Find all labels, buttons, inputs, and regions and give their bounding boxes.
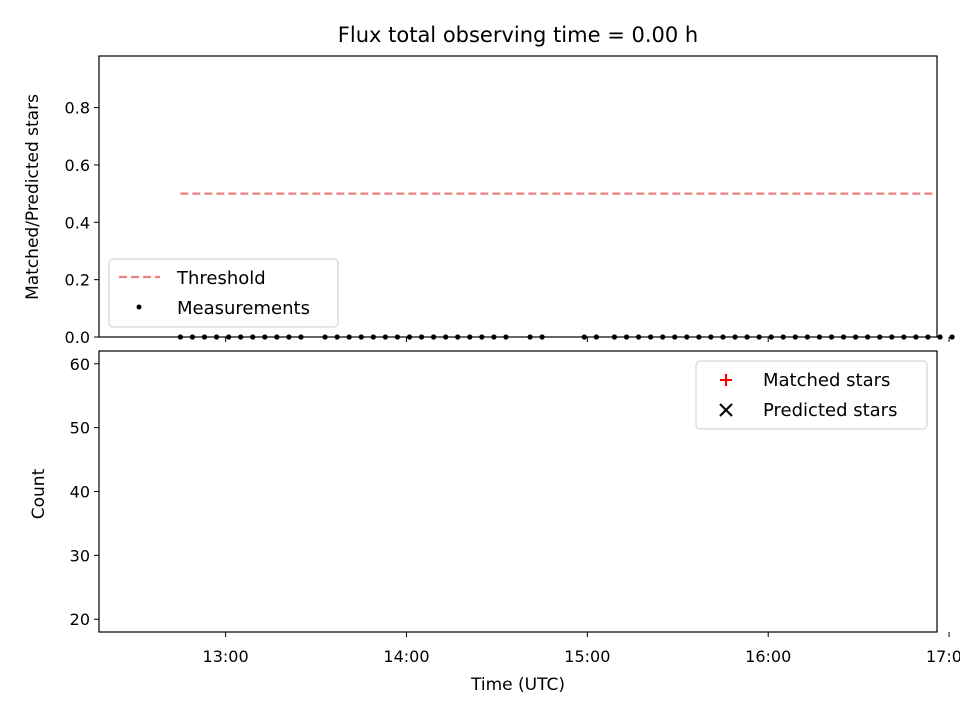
measurement-point [949,334,955,340]
legend-threshold-label: Threshold [176,268,266,289]
legend-measurements-swatch [136,304,142,310]
legend-measurements-label: Measurements [177,298,310,319]
measurement-point [937,334,943,340]
bottom-axes-frame [98,350,938,633]
chart-title: Flux total observing time = 0.00 h [338,23,698,47]
top-y-tick-label: 0.8 [65,99,90,118]
bottom-y-tick-label: 60 [70,355,90,374]
bottom-y-tick-label: 50 [70,419,90,438]
bottom-panel: 20 30 40 50 60 13:00 14:00 15:00 16:00 17:00 Coun… [29,350,960,695]
legend-matched-label: Matched stars [763,370,890,391]
top-legend: Threshold Measurements [108,258,339,328]
top-y-tick-label: 0.2 [65,271,90,290]
bottom-x-tick-label: 13:00 [203,647,249,666]
bottom-x-tick-label: 17:00 [926,647,960,666]
bottom-y-axis-title: Count [29,468,49,519]
legend-predicted-label: Predicted stars [763,400,897,421]
legend-matched-swatch [720,374,732,386]
bottom-legend: Matched stars Predicted stars [695,360,928,430]
bottom-y-tick-label: 30 [70,546,90,565]
bottom-legend-box [695,360,928,430]
bottom-y-tick-label: 20 [70,610,90,629]
legend-predicted-swatch [719,403,733,417]
top-y-axis-title: Matched/Predicted stars [23,94,43,300]
top-y-tick-label: 0.4 [65,213,90,232]
top-y-tick-label: 0.6 [65,156,90,175]
top-axes-frame [98,55,938,338]
top-panel: 0.00.20.40.60.8 Matched/Predicted stars … [23,55,955,347]
top-ticks: 0.0 0.2 0.4 0.6 0.8 [65,99,950,347]
top-legend-box [108,258,339,328]
bottom-ticks: 20 30 40 50 60 13:00 14:00 15:00 16:00 17:00 [70,355,960,666]
bottom-x-tick-label: 14:00 [383,647,429,666]
bottom-x-tick-label: 16:00 [745,647,791,666]
top-y-tick-label: 0.0 [65,328,90,347]
bottom-y-tick-label: 40 [70,483,90,502]
x-axis-title: Time (UTC) [470,675,565,695]
bottom-x-tick-label: 15:00 [564,647,610,666]
